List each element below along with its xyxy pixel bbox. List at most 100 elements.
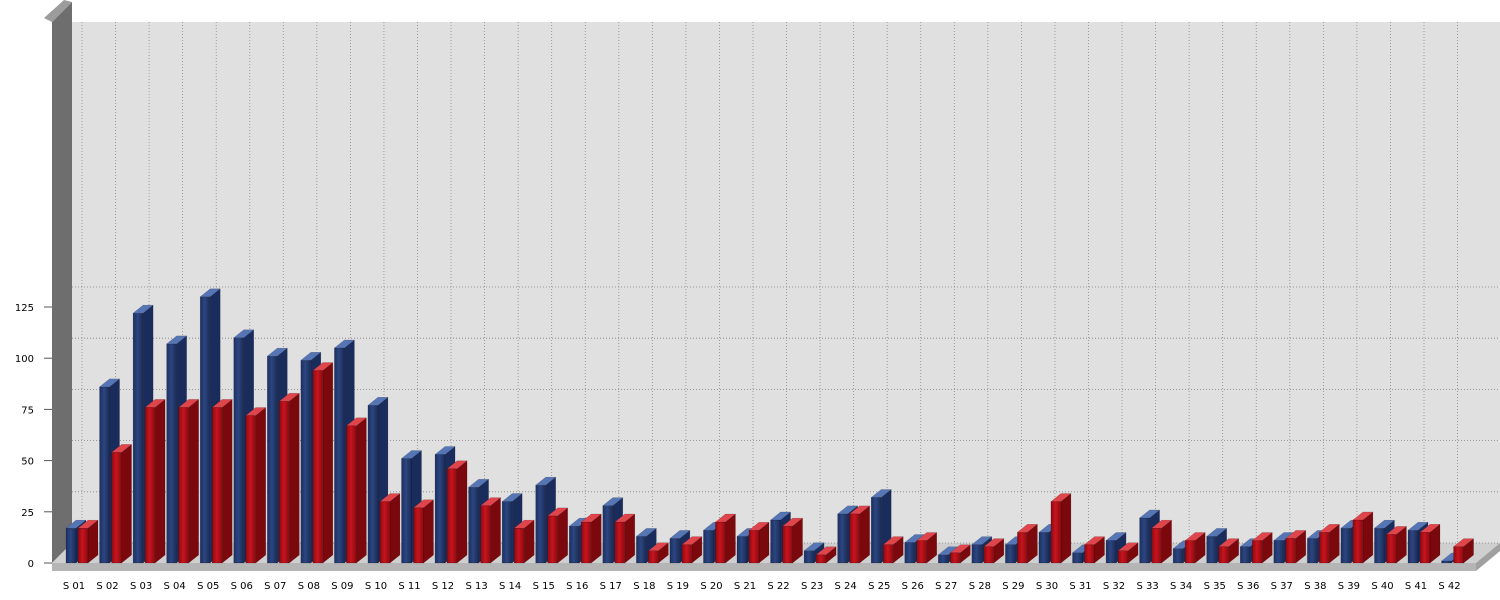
bar-series2-top [278,392,301,402]
bar-series1-front [1038,532,1050,564]
x-tick-label: S 26 [902,581,924,592]
bar-series1-front [334,347,345,564]
bar-series2-side [221,398,233,564]
bar-series1-top [132,304,154,314]
bar-series1-front [233,337,244,564]
bar-series2-top [245,407,267,416]
bar-series1-front [703,529,714,564]
bar-series2-side [121,443,132,564]
bar-series2-front [950,552,961,564]
bar-series2 [1184,531,1206,564]
bar-series2-front [111,452,122,564]
bar-series2 [1385,525,1408,564]
bar-series2-front [1084,544,1095,564]
x-tick-label: S 19 [667,581,689,592]
bar-series2-top [1452,538,1475,547]
bar-series2-front [1453,546,1464,564]
bar-series2-front [1386,534,1397,564]
bar-series2-side [289,392,300,564]
bar-series2-top [345,417,368,427]
x-tick-label: S 13 [465,581,487,592]
bar-series2-front [648,550,659,564]
bar-series2-front [1252,540,1263,564]
bar-series2-front [346,425,357,564]
bar-series2-top [1016,524,1039,533]
bar-series1-front [267,355,278,564]
bar-series2-front [211,407,223,564]
bar-series2-front [916,540,927,564]
bar-series1-top [836,505,859,515]
x-tick-label: S 20 [700,581,722,592]
bar-series2-top [77,519,99,529]
bar-series1-front [569,525,580,564]
bar-series2-front [178,407,189,564]
bar-series1-front [971,544,983,564]
bar-series2-front [1050,501,1062,564]
bar-series2 [714,513,737,564]
plot-wall [72,22,1500,543]
bar-series1-front [1240,546,1251,564]
bar-series2-front [547,515,558,564]
bar-series2 [77,519,99,564]
bar-series2-front [480,505,491,564]
bar-series1-top [635,528,658,537]
bar-series2-top [916,532,938,541]
bar-series2-front [245,415,256,564]
bar-series2-top [1318,524,1341,533]
bar-series1-front [1172,548,1184,564]
bar-series1-front [837,513,848,564]
bar-series2-side [624,513,636,564]
bar-series1-top [971,536,993,545]
bar-series1-top [1205,528,1228,537]
x-tick-label: S 36 [1237,581,1259,592]
bar-series2-top [546,507,569,517]
x-tick-label: S 08 [298,581,320,592]
bar-series2 [1419,523,1441,564]
bar-series2-side [859,505,870,564]
bar-series1-top [803,542,825,551]
bar-series1-top [233,329,255,338]
x-tick-label: S 16 [566,581,588,592]
left-wall-top [44,0,72,22]
bar-series2 [1352,511,1374,564]
bar-series2-top [882,536,904,545]
x-axis: S 01 S 02 S 03 S 04 S 05 S 06 S 07 S 08 S 09 S 10… [63,581,1461,592]
x-tick-label: S 03 [130,581,152,592]
x-tick-label: S 42 [1438,581,1460,592]
bar-series2-side [591,513,602,564]
bar-series2-side [1060,493,1072,564]
bar-series2 [513,519,535,564]
bar-series1-front [803,550,815,564]
y-tick-label: 25 [21,508,34,519]
bar-series1-front [669,538,681,564]
bar-series2 [781,517,804,564]
bar-series2-side [188,398,199,564]
bar-series1-front [1441,560,1452,564]
y-tick-label: 75 [21,405,34,416]
bar-series2-top [177,399,200,408]
bar-series2-top [1251,532,1273,541]
bar-series2-front [748,529,760,564]
x-tick-label: S 38 [1304,581,1326,592]
x-tick-label: S 17 [600,581,622,592]
x-tick-label: S 35 [1204,581,1226,592]
bar-series2-front [379,501,391,564]
x-tick-label: S 28 [969,581,991,592]
left-wall [52,2,72,563]
bar-series1-front [1307,538,1318,564]
y-tick-label: 100 [15,354,34,365]
bar-series2-top [781,517,804,527]
bar-series2 [1016,523,1039,564]
bar-series2 [1251,531,1273,564]
bar-series1-front [736,536,748,564]
bar-series2-front [614,521,626,564]
bar-series2 [1452,538,1475,564]
bar-series2-side [356,417,367,564]
x-tick-label: S 11 [398,581,420,592]
bar-series2-front [446,468,458,564]
x-tick-label: S 06 [231,581,253,592]
bar-series2-top [211,399,233,408]
bar-series1-front [166,343,177,564]
bar-series1-front [602,505,614,564]
bar-series2 [1285,529,1307,564]
